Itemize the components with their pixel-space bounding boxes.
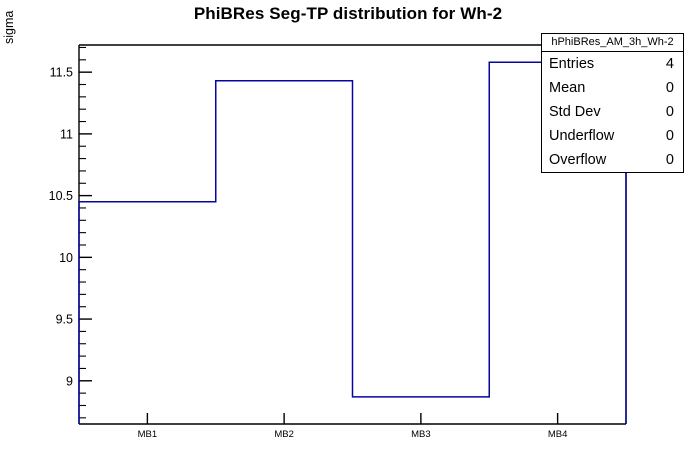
stats-value: 0 <box>665 152 674 169</box>
stats-row: Std Dev 0 <box>542 100 683 124</box>
stats-box-title: hPhiBRes_AM_3h_Wh-2 <box>542 34 683 52</box>
stats-value: 0 <box>665 128 674 145</box>
stats-value: 4 <box>665 56 674 72</box>
y-axis-ticks: 11.5 11 10.5 10 9.5 9 <box>49 46 92 419</box>
stats-row: Entries 4 <box>542 52 683 76</box>
y-tick-label: 10 <box>59 251 73 265</box>
page-title: PhiBRes Seg-TP distribution for Wh-2 <box>193 4 503 23</box>
stats-row: Overflow 0 <box>542 148 683 172</box>
stats-key: Entries <box>549 56 595 72</box>
stats-key: Std Dev <box>549 104 601 121</box>
x-axis-ticks: MB1 MB2 MB3 MB4 <box>138 413 568 440</box>
x-tick-label: MB3 <box>411 429 431 440</box>
y-tick-label: 9 <box>66 374 73 388</box>
x-tick-label: MB1 <box>138 429 158 440</box>
x-tick-label: MB4 <box>548 429 568 440</box>
y-tick-label: 10.5 <box>49 189 73 203</box>
stats-key: Underflow <box>549 128 615 145</box>
y-tick-label: 9.5 <box>56 313 73 327</box>
stats-value: 0 <box>665 104 674 121</box>
y-tick-label: 11.5 <box>50 66 73 80</box>
stats-rows: Entries 4 Mean 0 Std Dev 0 Underflow 0 Overflow 0 <box>542 52 683 172</box>
stats-key: Mean <box>549 80 586 97</box>
x-tick-label: MB2 <box>274 429 294 440</box>
stats-row: Underflow 0 <box>542 124 683 148</box>
stats-box[interactable]: hPhiBRes_AM_3h_Wh-2 Entries 4 Mean 0 Std Dev… <box>541 33 684 174</box>
stats-key: Overflow <box>549 152 607 169</box>
y-tick-label: 11 <box>60 127 73 141</box>
stats-value: 0 <box>665 80 674 97</box>
stats-row: Mean 0 <box>542 76 683 100</box>
